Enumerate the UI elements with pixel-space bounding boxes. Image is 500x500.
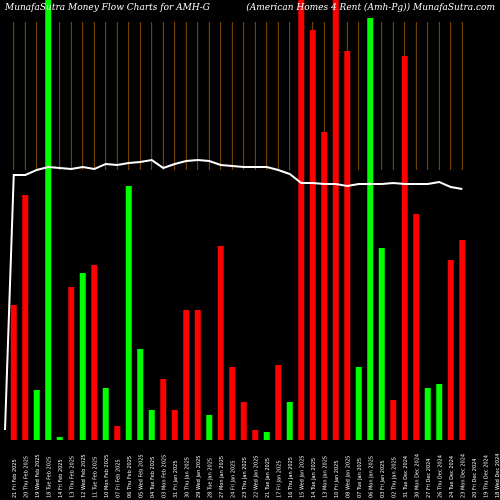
bar-green — [424, 388, 431, 440]
x-tick-label: 16 Thu Jan 2025 — [288, 457, 294, 498]
bar-red — [10, 305, 17, 440]
x-tick-label: 19 Wed Feb 2025 — [35, 454, 41, 498]
bar-red — [171, 410, 178, 440]
x-tick-label: 03 Fri Jan 2025 — [380, 460, 386, 498]
bar-red — [344, 51, 351, 440]
bar-green — [45, 0, 52, 440]
x-tick-label: 06 Thu Feb 2025 — [127, 456, 133, 498]
x-tick-label: 10 Mon Feb 2025 — [104, 455, 110, 498]
bar-red — [401, 56, 408, 440]
bar-red — [217, 246, 224, 440]
bar-red — [194, 310, 201, 440]
bar-red — [413, 214, 420, 440]
x-tick-label: 07 Fri Feb 2025 — [115, 459, 121, 498]
bar-green — [102, 388, 109, 440]
x-tick-label: 22 Wed Jan 2025 — [253, 456, 259, 498]
x-tick-label: 30 Mon Dec 2024 — [414, 454, 420, 498]
x-tick-label: 21 Tue Jan 2025 — [265, 458, 271, 498]
x-tick-label: 14 Fri Feb 2025 — [58, 459, 64, 498]
bar-red — [252, 430, 259, 440]
bar-red — [321, 132, 328, 440]
x-tick-label: 10 Fri Jan 2025 — [334, 460, 340, 498]
x-tick-label: 17 Fri Jan 2025 — [276, 460, 282, 498]
x-tick-label: 04 Tue Feb 2025 — [150, 457, 156, 498]
bar-red — [22, 195, 29, 440]
bar-green — [148, 410, 155, 440]
chart-title-right: (American Homes 4 Rent (Amh-Pg)) MunafaS… — [246, 2, 495, 13]
bar-red — [240, 402, 247, 440]
x-tick-label: 30 Thu Jan 2025 — [184, 457, 190, 498]
bar-red — [160, 379, 167, 440]
money-flow-line — [4, 158, 463, 431]
x-tick-label: 13 Thu Feb 2025 — [69, 456, 75, 498]
x-tick-label: 13 Mon Jan 2025 — [322, 456, 328, 498]
bar-red — [390, 400, 397, 440]
x-tick-label: 20 Thu Feb 2025 — [23, 456, 29, 498]
x-tick-label: 28 Tue Jan 2025 — [207, 458, 213, 498]
x-tick-label: 02 Thu Jan 2025 — [391, 457, 397, 498]
x-tick-label: 05 Wed Feb 2025 — [138, 454, 144, 498]
x-tick-label: 23 Thu Jan 2025 — [242, 457, 248, 498]
bar-green — [378, 248, 385, 440]
x-tick-label: 23 Mon Dec 2024 — [460, 454, 466, 498]
x-tick-label: 08 Wed Jan 2025 — [345, 456, 351, 498]
bar-red — [275, 365, 282, 440]
money-flow-bars — [10, 0, 466, 440]
x-tick-label: 11 Tue Feb 2025 — [92, 457, 98, 498]
bar-red — [68, 287, 75, 440]
bar-red — [447, 260, 454, 440]
bar-green — [79, 273, 86, 440]
x-tick-label: 21 Fri Feb 2025 — [12, 459, 18, 498]
bar-green — [137, 349, 144, 440]
x-tick-label: 03 Mon Feb 2025 — [161, 455, 167, 498]
x-tick-labels: 21 Fri Feb 2025 20 Thu Feb 2025 19 Wed Feb… — [12, 454, 500, 498]
chart-title-left: MunafaSutra Money Flow Charts for AMH-G — [4, 3, 210, 13]
x-tick-label: 07 Tue Jan 2025 — [357, 458, 363, 498]
bar-green — [263, 432, 270, 440]
bar-green — [436, 384, 443, 440]
x-tick-label: 26 Thu Dec 2024 — [437, 455, 443, 498]
bar-red — [91, 265, 98, 440]
bar-green — [367, 18, 374, 440]
x-tick-label: 18 Wed Dec 2024 — [495, 454, 500, 498]
bar-green — [206, 415, 213, 440]
x-tick-label: 27 Mon Jan 2025 — [219, 456, 225, 498]
x-tick-label: 24 Fri Jan 2025 — [230, 460, 236, 498]
x-tick-label: 15 Wed Jan 2025 — [299, 456, 305, 498]
x-tick-label: 06 Mon Jan 2025 — [368, 456, 374, 498]
bar-green — [125, 186, 132, 440]
bar-green — [56, 437, 63, 440]
x-tick-label: 27 Fri Dec 2024 — [426, 459, 432, 499]
bar-green — [355, 367, 362, 440]
x-tick-label: 18 Tue Feb 2025 — [46, 457, 52, 498]
bar-red — [298, 0, 305, 440]
x-tick-label: 31 Tue Dec 2024 — [403, 456, 409, 498]
bar-green — [286, 402, 293, 440]
x-tick-label: 12 Wed Feb 2025 — [81, 454, 87, 498]
x-tick-label: 14 Tue Jan 2025 — [311, 458, 317, 498]
x-tick-label: 20 Fri Dec 2024 — [472, 459, 478, 499]
bar-red — [114, 426, 121, 440]
x-tick-label: 19 Thu Dec 2024 — [483, 455, 489, 498]
bar-red — [229, 367, 236, 440]
x-tick-label: 24 Tue Dec 2024 — [449, 456, 455, 498]
x-tick-label: 31 Fri Jan 2025 — [173, 460, 179, 498]
bar-red — [459, 240, 466, 440]
bar-red — [183, 310, 190, 440]
bar-red — [309, 30, 316, 440]
x-tick-label: 29 Wed Jan 2025 — [196, 456, 202, 498]
bar-green — [33, 390, 40, 440]
bar-red — [332, 0, 339, 440]
